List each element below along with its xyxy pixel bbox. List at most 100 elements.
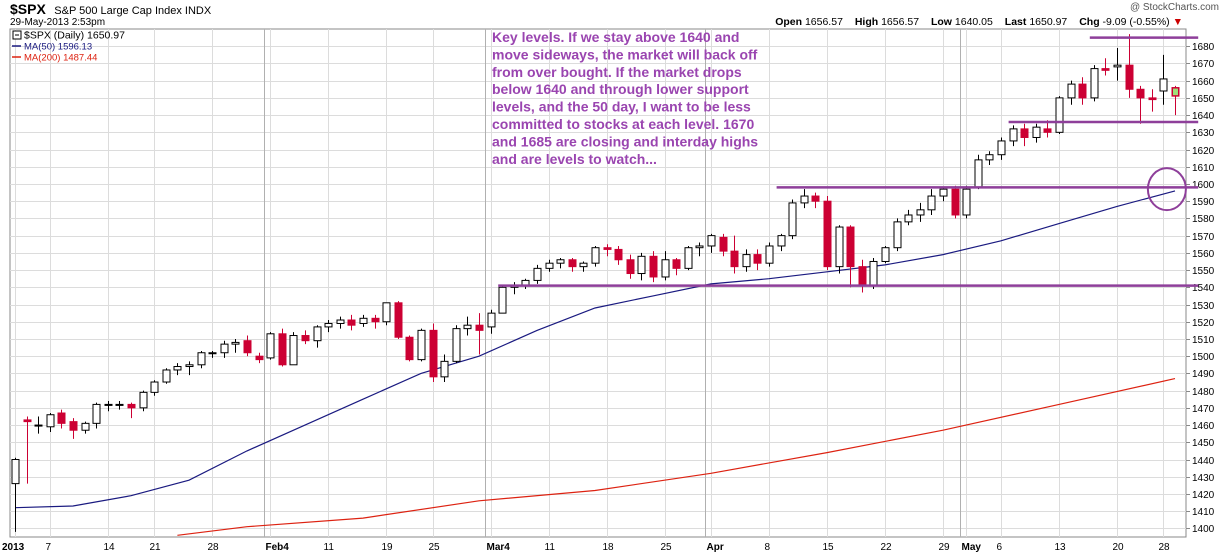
candle <box>684 245 693 271</box>
candle <box>127 402 136 419</box>
candle-body <box>672 259 681 269</box>
candle-body <box>568 259 577 268</box>
legend-ma50: MA(50) 1596.13 <box>24 42 92 53</box>
candle <box>742 249 751 272</box>
candle <box>545 259 554 272</box>
stockcharts-credit[interactable]: @ StockCharts.com <box>1129 2 1219 13</box>
candle <box>591 245 600 267</box>
last-label: Last <box>1004 16 1027 28</box>
candle <box>173 363 182 376</box>
candle <box>707 233 716 253</box>
candle-body <box>614 248 623 261</box>
candle-body <box>185 364 194 368</box>
candle-body <box>92 403 101 424</box>
x-tick-label: 20 <box>1113 542 1125 553</box>
candle-body <box>115 403 124 406</box>
candle-body <box>1055 97 1064 133</box>
candle-body <box>707 235 716 247</box>
candle-body <box>336 319 345 324</box>
y-tick-label: 1440 <box>1192 456 1215 467</box>
candle <box>208 351 217 358</box>
candle <box>800 189 809 209</box>
candle <box>777 233 786 252</box>
candle-body <box>881 247 890 262</box>
candle <box>81 421 90 434</box>
candle <box>997 137 1006 160</box>
x-tick-label: 15 <box>823 542 835 553</box>
candle <box>904 209 913 226</box>
candle <box>672 258 681 276</box>
y-tick-label: 1420 <box>1192 490 1215 501</box>
candle-body <box>545 262 554 269</box>
x-tick-label: Feb4 <box>266 542 290 553</box>
annotation-line: levels, and the 50 day, I want to be les… <box>492 99 751 115</box>
x-tick-label: 22 <box>881 542 893 553</box>
y-tick-label: 1400 <box>1192 524 1215 535</box>
x-tick-label: 28 <box>1159 542 1171 553</box>
candle <box>324 320 333 333</box>
candle-body <box>127 403 136 409</box>
highlight-circle <box>1146 167 1187 212</box>
candle-body <box>533 267 542 281</box>
y-tick-label: 1660 <box>1192 77 1215 88</box>
candle <box>1136 85 1145 124</box>
x-tick-label: Mar4 <box>487 542 511 553</box>
candle-body <box>1043 128 1052 133</box>
candle <box>266 332 275 360</box>
candle <box>92 402 101 429</box>
annotation-line: below 1640 and through lower support <box>492 81 749 97</box>
open-value: 1656.57 <box>804 16 843 28</box>
ma50-line <box>14 190 1176 509</box>
candle <box>1009 125 1018 147</box>
y-tick-label: 1480 <box>1192 387 1215 398</box>
candle <box>1067 80 1076 105</box>
x-tick-label: 18 <box>603 542 615 553</box>
candle-body <box>695 245 704 249</box>
candle <box>730 235 739 274</box>
annotation-line: and 1685 are closing and interday highs <box>492 133 758 149</box>
y-tick-label: 1520 <box>1192 318 1215 329</box>
candle-body <box>231 341 240 345</box>
candle-body <box>301 335 310 342</box>
candle <box>382 302 391 326</box>
candle <box>579 261 588 272</box>
candle-body <box>463 324 472 330</box>
candle-body <box>753 254 762 264</box>
candle-body <box>243 340 252 354</box>
candle-body <box>811 195 820 202</box>
x-tick-label: 2013 <box>2 542 25 553</box>
candle-body <box>23 419 32 423</box>
ma200-line <box>177 378 1176 536</box>
candle-body <box>962 188 971 216</box>
candle <box>34 416 43 434</box>
candle-body <box>556 259 565 264</box>
x-tick-label: 11 <box>324 542 335 553</box>
candle-body <box>823 200 832 268</box>
candle-body <box>788 202 797 237</box>
candle-body <box>730 250 739 268</box>
candle-body <box>475 324 484 331</box>
candle-body <box>487 312 496 328</box>
candle-body <box>440 360 449 378</box>
candle-body <box>649 255 658 278</box>
candle-body <box>11 459 20 485</box>
y-tick-label: 1650 <box>1192 94 1215 105</box>
candle <box>359 314 368 327</box>
annotation-line: from over bought. If the market drops <box>492 64 742 80</box>
candle-body <box>974 159 983 188</box>
candle-body <box>429 329 438 378</box>
candle <box>347 314 356 331</box>
y-tick-label: 1450 <box>1192 438 1215 449</box>
candle <box>1159 54 1168 105</box>
candle-body <box>1159 78 1168 92</box>
chg-value: -9.09 (-0.55%) <box>1102 16 1170 28</box>
x-tick-label: 19 <box>382 542 394 553</box>
candle <box>1101 58 1110 76</box>
candle-body <box>347 319 356 326</box>
candle-body <box>255 355 264 361</box>
candle-body <box>916 209 925 216</box>
y-tick-label: 1570 <box>1192 232 1215 243</box>
y-tick-label: 1560 <box>1192 249 1215 260</box>
x-tick-label: 6 <box>997 542 1003 553</box>
